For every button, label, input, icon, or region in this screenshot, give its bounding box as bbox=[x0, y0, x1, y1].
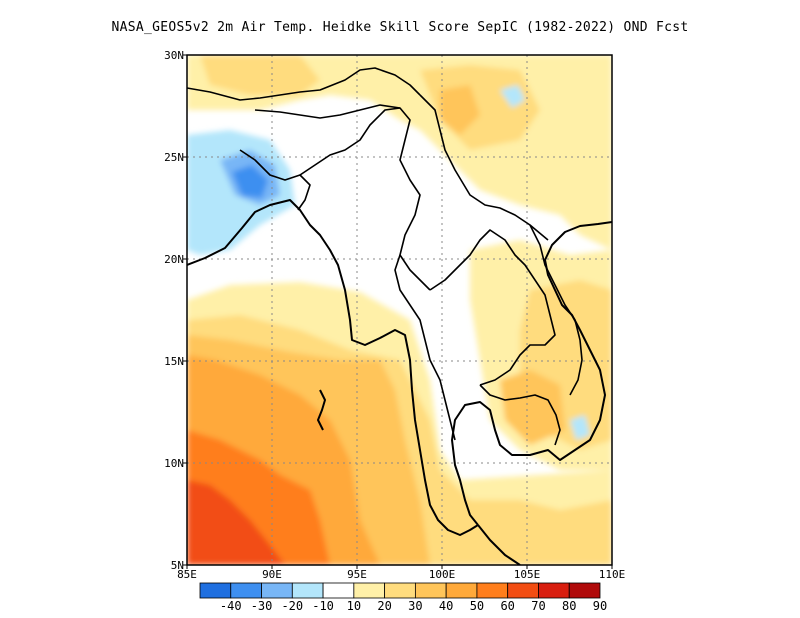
border-cambodia bbox=[479, 384, 561, 446]
coastline-malay bbox=[477, 524, 521, 565]
border-thailand-myanmar bbox=[394, 254, 456, 441]
colorbar-label: -20 bbox=[281, 599, 303, 613]
colorbar: -40 -30 -20 -10 10 20 30 40 50 60 70 80 90 bbox=[199, 582, 607, 613]
colorbar-label: 90 bbox=[593, 599, 607, 613]
border-bhutan-bangladesh bbox=[254, 104, 401, 119]
colorbar-swatch bbox=[445, 582, 478, 599]
colorbar-swatch bbox=[476, 582, 509, 599]
colorbar-label: 70 bbox=[531, 599, 545, 613]
colorbar-swatch bbox=[353, 582, 386, 599]
colorbar-label: 60 bbox=[500, 599, 514, 613]
colorbar-swatch bbox=[291, 582, 324, 599]
colorbar-swatch bbox=[322, 582, 355, 599]
colorbar-swatch bbox=[384, 582, 416, 599]
y-tick-label: 5N bbox=[171, 559, 184, 572]
country-borders bbox=[187, 67, 583, 446]
chart-title: NASA_GEOS5v2 2m Air Temp. Heidke Skill S… bbox=[111, 20, 689, 35]
shaded-field bbox=[187, 55, 612, 565]
x-tick-label: 110E bbox=[599, 568, 626, 581]
border-vietnam-laos bbox=[529, 224, 583, 396]
region-north-30 bbox=[200, 55, 320, 95]
region-neg10-se bbox=[570, 415, 590, 440]
y-tick-label: 20N bbox=[164, 253, 184, 266]
x-tick-label: 95E bbox=[347, 568, 367, 581]
y-axis: 5N 10N 15N 20N 25N 30N bbox=[164, 49, 187, 572]
border-bangladesh bbox=[239, 149, 311, 211]
colorbar-label: 20 bbox=[377, 599, 391, 613]
colorbar-label: -40 bbox=[220, 599, 242, 613]
y-tick-label: 30N bbox=[164, 49, 184, 62]
colorbar-label: -10 bbox=[312, 599, 334, 613]
region-70 bbox=[187, 480, 285, 565]
coastline-bay-of-bengal bbox=[187, 199, 479, 536]
plot-frame bbox=[186, 54, 613, 566]
colorbar-label: 50 bbox=[470, 599, 484, 613]
colorbar-swatch bbox=[538, 582, 570, 599]
region-indochina-40 bbox=[500, 370, 565, 445]
region-north-30b bbox=[420, 65, 540, 150]
colorbar-swatch bbox=[414, 582, 447, 599]
coastline-andaman bbox=[317, 389, 326, 431]
x-tick-label: 90E bbox=[262, 568, 282, 581]
x-axis: 85E 90E 95E 100E 105E 110E bbox=[177, 565, 625, 581]
x-tick-label: 100E bbox=[429, 568, 456, 581]
region-neg10-east bbox=[500, 85, 525, 108]
colorbar-swatch bbox=[261, 582, 293, 599]
border-china-laos bbox=[419, 94, 549, 241]
y-tick-label: 10N bbox=[164, 457, 184, 470]
x-tick-label: 105E bbox=[514, 568, 541, 581]
x-tick-label: 85E bbox=[177, 568, 197, 581]
colorbar-label: 40 bbox=[439, 599, 453, 613]
colorbar-label: 30 bbox=[408, 599, 422, 613]
y-tick-label: 15N bbox=[164, 355, 184, 368]
colorbar-swatch bbox=[230, 582, 262, 599]
y-tick-label: 25N bbox=[164, 151, 184, 164]
border-thailand-laos bbox=[429, 229, 556, 386]
colorbar-swatch bbox=[568, 582, 601, 599]
colorbar-label: -30 bbox=[251, 599, 273, 613]
score-regions bbox=[187, 55, 612, 565]
region-neg30 bbox=[232, 165, 268, 198]
border-himalaya bbox=[187, 67, 421, 101]
region-north-40 bbox=[440, 85, 480, 135]
colorbar-swatch bbox=[507, 582, 539, 599]
colorbar-label: 80 bbox=[562, 599, 576, 613]
colorbar-swatch bbox=[199, 582, 232, 599]
colorbar-label: 10 bbox=[347, 599, 361, 613]
